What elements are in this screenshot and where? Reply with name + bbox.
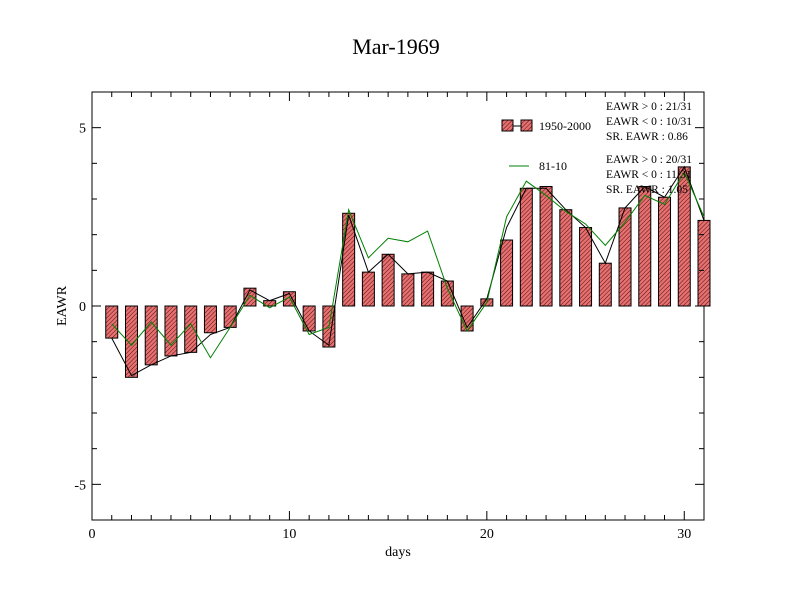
y-axis-label: EAWR xyxy=(55,285,70,326)
bar-day-2 xyxy=(124,305,138,378)
bar-day-8 xyxy=(243,287,257,307)
bar-day-6 xyxy=(203,305,217,334)
bar-day-23 xyxy=(539,186,553,307)
stat-1-sr: SR. EAWR : 0.86 xyxy=(606,131,688,143)
x-axis-label: days xyxy=(385,545,411,560)
bar-day-24 xyxy=(559,209,573,307)
legend: 1950-2000 81-10 xyxy=(501,119,591,173)
x-tick-label: 10 xyxy=(282,527,296,542)
chart-title: Mar-1969 xyxy=(352,34,440,59)
legend-label-81-10: 81-10 xyxy=(539,159,567,173)
legend-bar-swatch-right xyxy=(520,119,533,132)
axis-ticks: 0 10 20 30 -5 0 5 xyxy=(74,91,705,542)
bar-day-14 xyxy=(361,271,375,307)
bar-day-5 xyxy=(184,305,198,353)
legend-label-1950-2000: 1950-2000 xyxy=(539,119,591,133)
lines xyxy=(111,165,705,377)
bar-day-26 xyxy=(598,262,612,307)
x-tick-label: 0 xyxy=(89,527,96,542)
y-tick-label: -5 xyxy=(74,478,86,493)
stat-2-negative: EAWR < 0 : 11/31 xyxy=(606,169,692,181)
bar-day-22 xyxy=(519,187,533,307)
y-tick-label: 0 xyxy=(79,300,86,315)
stat-2-positive: EAWR > 0 : 20/31 xyxy=(606,154,692,166)
stat-1-negative: EAWR < 0 : 10/31 xyxy=(606,116,692,128)
bar-day-28 xyxy=(638,186,652,307)
series-line-81-10 xyxy=(111,171,705,359)
legend-bar-swatch-left xyxy=(501,119,514,132)
stat-1-positive: EAWR > 0 : 21/31 xyxy=(606,101,692,113)
bars-1950-2000 xyxy=(105,166,711,378)
bar-day-31 xyxy=(697,219,711,307)
bar-day-15 xyxy=(381,253,395,307)
y-tick-label: 5 xyxy=(79,122,86,137)
series-line-black xyxy=(111,165,705,377)
bar-day-3 xyxy=(144,305,158,366)
bar-day-17 xyxy=(421,271,435,307)
bar-day-4 xyxy=(164,305,178,357)
bar-day-7 xyxy=(223,305,237,328)
bar-day-18 xyxy=(440,280,454,307)
x-tick-label: 20 xyxy=(480,527,494,542)
stat-2-sr: SR. EAWR : 1.05 xyxy=(606,184,688,196)
bar-day-25 xyxy=(579,227,593,307)
bar-day-16 xyxy=(401,273,415,307)
bar-day-21 xyxy=(500,239,514,307)
stats-panel: EAWR > 0 : 21/31 EAWR < 0 : 10/31 SR. EA… xyxy=(606,101,692,196)
x-tick-label: 30 xyxy=(677,527,691,542)
bar-day-29 xyxy=(658,196,672,307)
bar-day-1 xyxy=(105,305,119,339)
